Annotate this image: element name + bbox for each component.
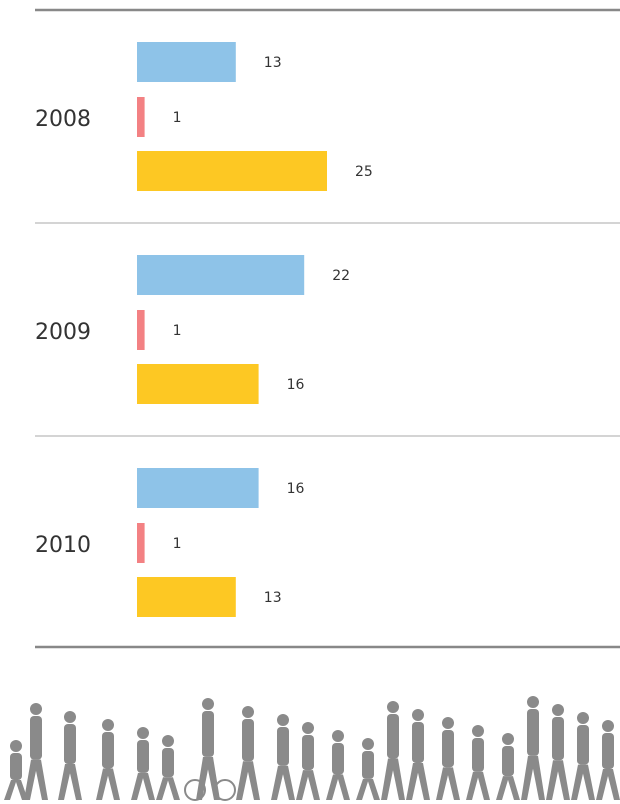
person-head [30,703,42,715]
category-label: 2008 [35,107,91,132]
person-body [412,722,424,763]
person-head [577,712,589,724]
person-body [277,727,289,766]
person-head [137,727,149,739]
person-legs [381,758,405,800]
person-body [552,717,564,761]
person-legs [96,768,120,800]
person-body [527,709,539,756]
person-legs [356,778,380,800]
person-body [242,719,254,762]
person-head [527,696,539,708]
person-body [202,711,214,757]
person-body [387,714,399,759]
person-head [442,717,454,729]
value-label: 13 [264,55,282,71]
person-head [162,735,174,747]
value-label: 1 [173,536,182,552]
person-body [64,724,76,765]
person-head [332,730,344,742]
bar [137,42,236,82]
person-body [137,740,149,773]
person-body [362,751,374,779]
people-silhouette [4,696,620,801]
bar [137,97,145,137]
person-head [387,701,399,713]
person-body [30,716,42,760]
bicycle-wheel [184,779,206,801]
value-label: 22 [332,268,350,284]
person-body [10,753,22,780]
value-label: 1 [173,323,182,339]
person-legs [326,774,350,800]
person-legs [24,759,48,800]
value-label: 1 [173,110,182,126]
person-head [362,738,374,750]
person-head [502,733,514,745]
person-legs [521,755,545,800]
person-head [277,714,289,726]
bar [137,468,259,508]
bar [137,577,236,617]
person-head [242,706,254,718]
person-head [472,725,484,737]
category-label: 2010 [35,533,91,558]
value-label: 25 [355,164,373,180]
bar [137,364,259,404]
person-legs [466,771,490,800]
bar [137,151,327,191]
person-body [162,748,174,778]
person-legs [406,762,430,800]
person-legs [4,780,28,800]
person-body [472,738,484,772]
person-body [577,725,589,765]
person-legs [571,764,595,800]
person-body [502,746,514,777]
person-legs [196,756,220,800]
person-legs [546,760,570,800]
person-head [552,704,564,716]
person-head [602,720,614,732]
person-body [102,732,114,769]
person-head [64,711,76,723]
person-head [302,722,314,734]
person-head [10,740,22,752]
person-head [102,719,114,731]
person-head [412,709,424,721]
value-label: 16 [287,377,305,393]
category-label: 2009 [35,320,91,345]
bar [137,255,305,295]
person-legs [236,761,260,800]
bar [137,310,145,350]
person-legs [271,765,295,800]
person-body [332,743,344,775]
person-body [302,735,314,771]
person-legs [296,770,320,800]
value-label: 16 [287,481,305,497]
bar [137,523,145,563]
person-legs [156,777,180,800]
person-legs [436,767,460,800]
person-legs [58,764,82,800]
person-body [602,733,614,769]
person-legs [596,769,620,800]
value-label: 13 [264,590,282,606]
person-legs [131,772,155,800]
person-body [442,730,454,768]
person-legs [496,776,520,800]
bicycle-wheel [214,779,236,801]
person-head [202,698,214,710]
